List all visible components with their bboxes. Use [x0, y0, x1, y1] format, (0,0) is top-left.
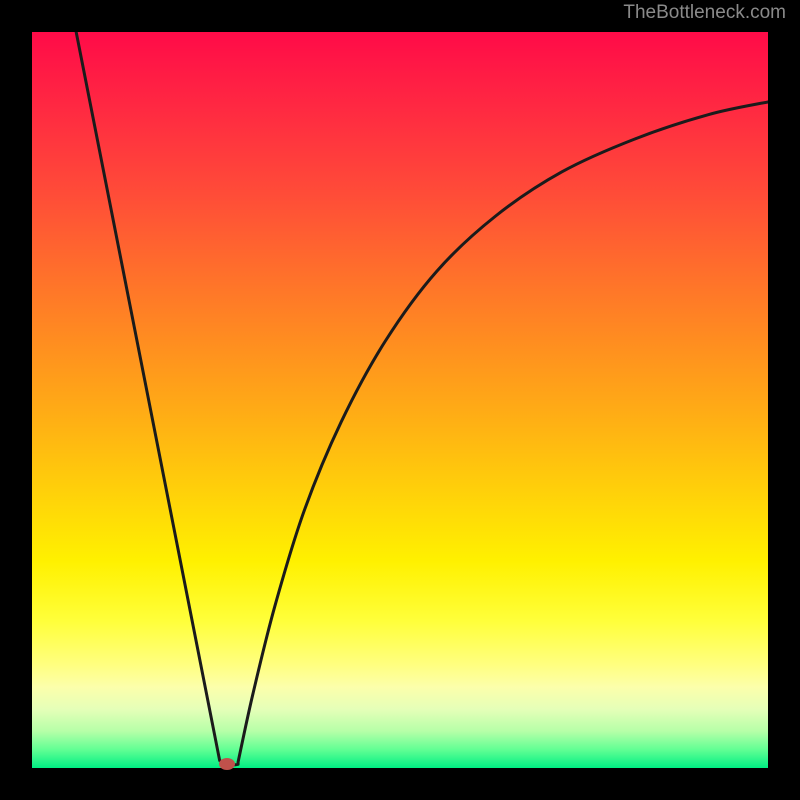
plot-area	[32, 32, 768, 768]
watermark-text: TheBottleneck.com	[623, 2, 786, 24]
bottleneck-curve	[32, 32, 768, 768]
optimum-marker	[219, 758, 235, 770]
